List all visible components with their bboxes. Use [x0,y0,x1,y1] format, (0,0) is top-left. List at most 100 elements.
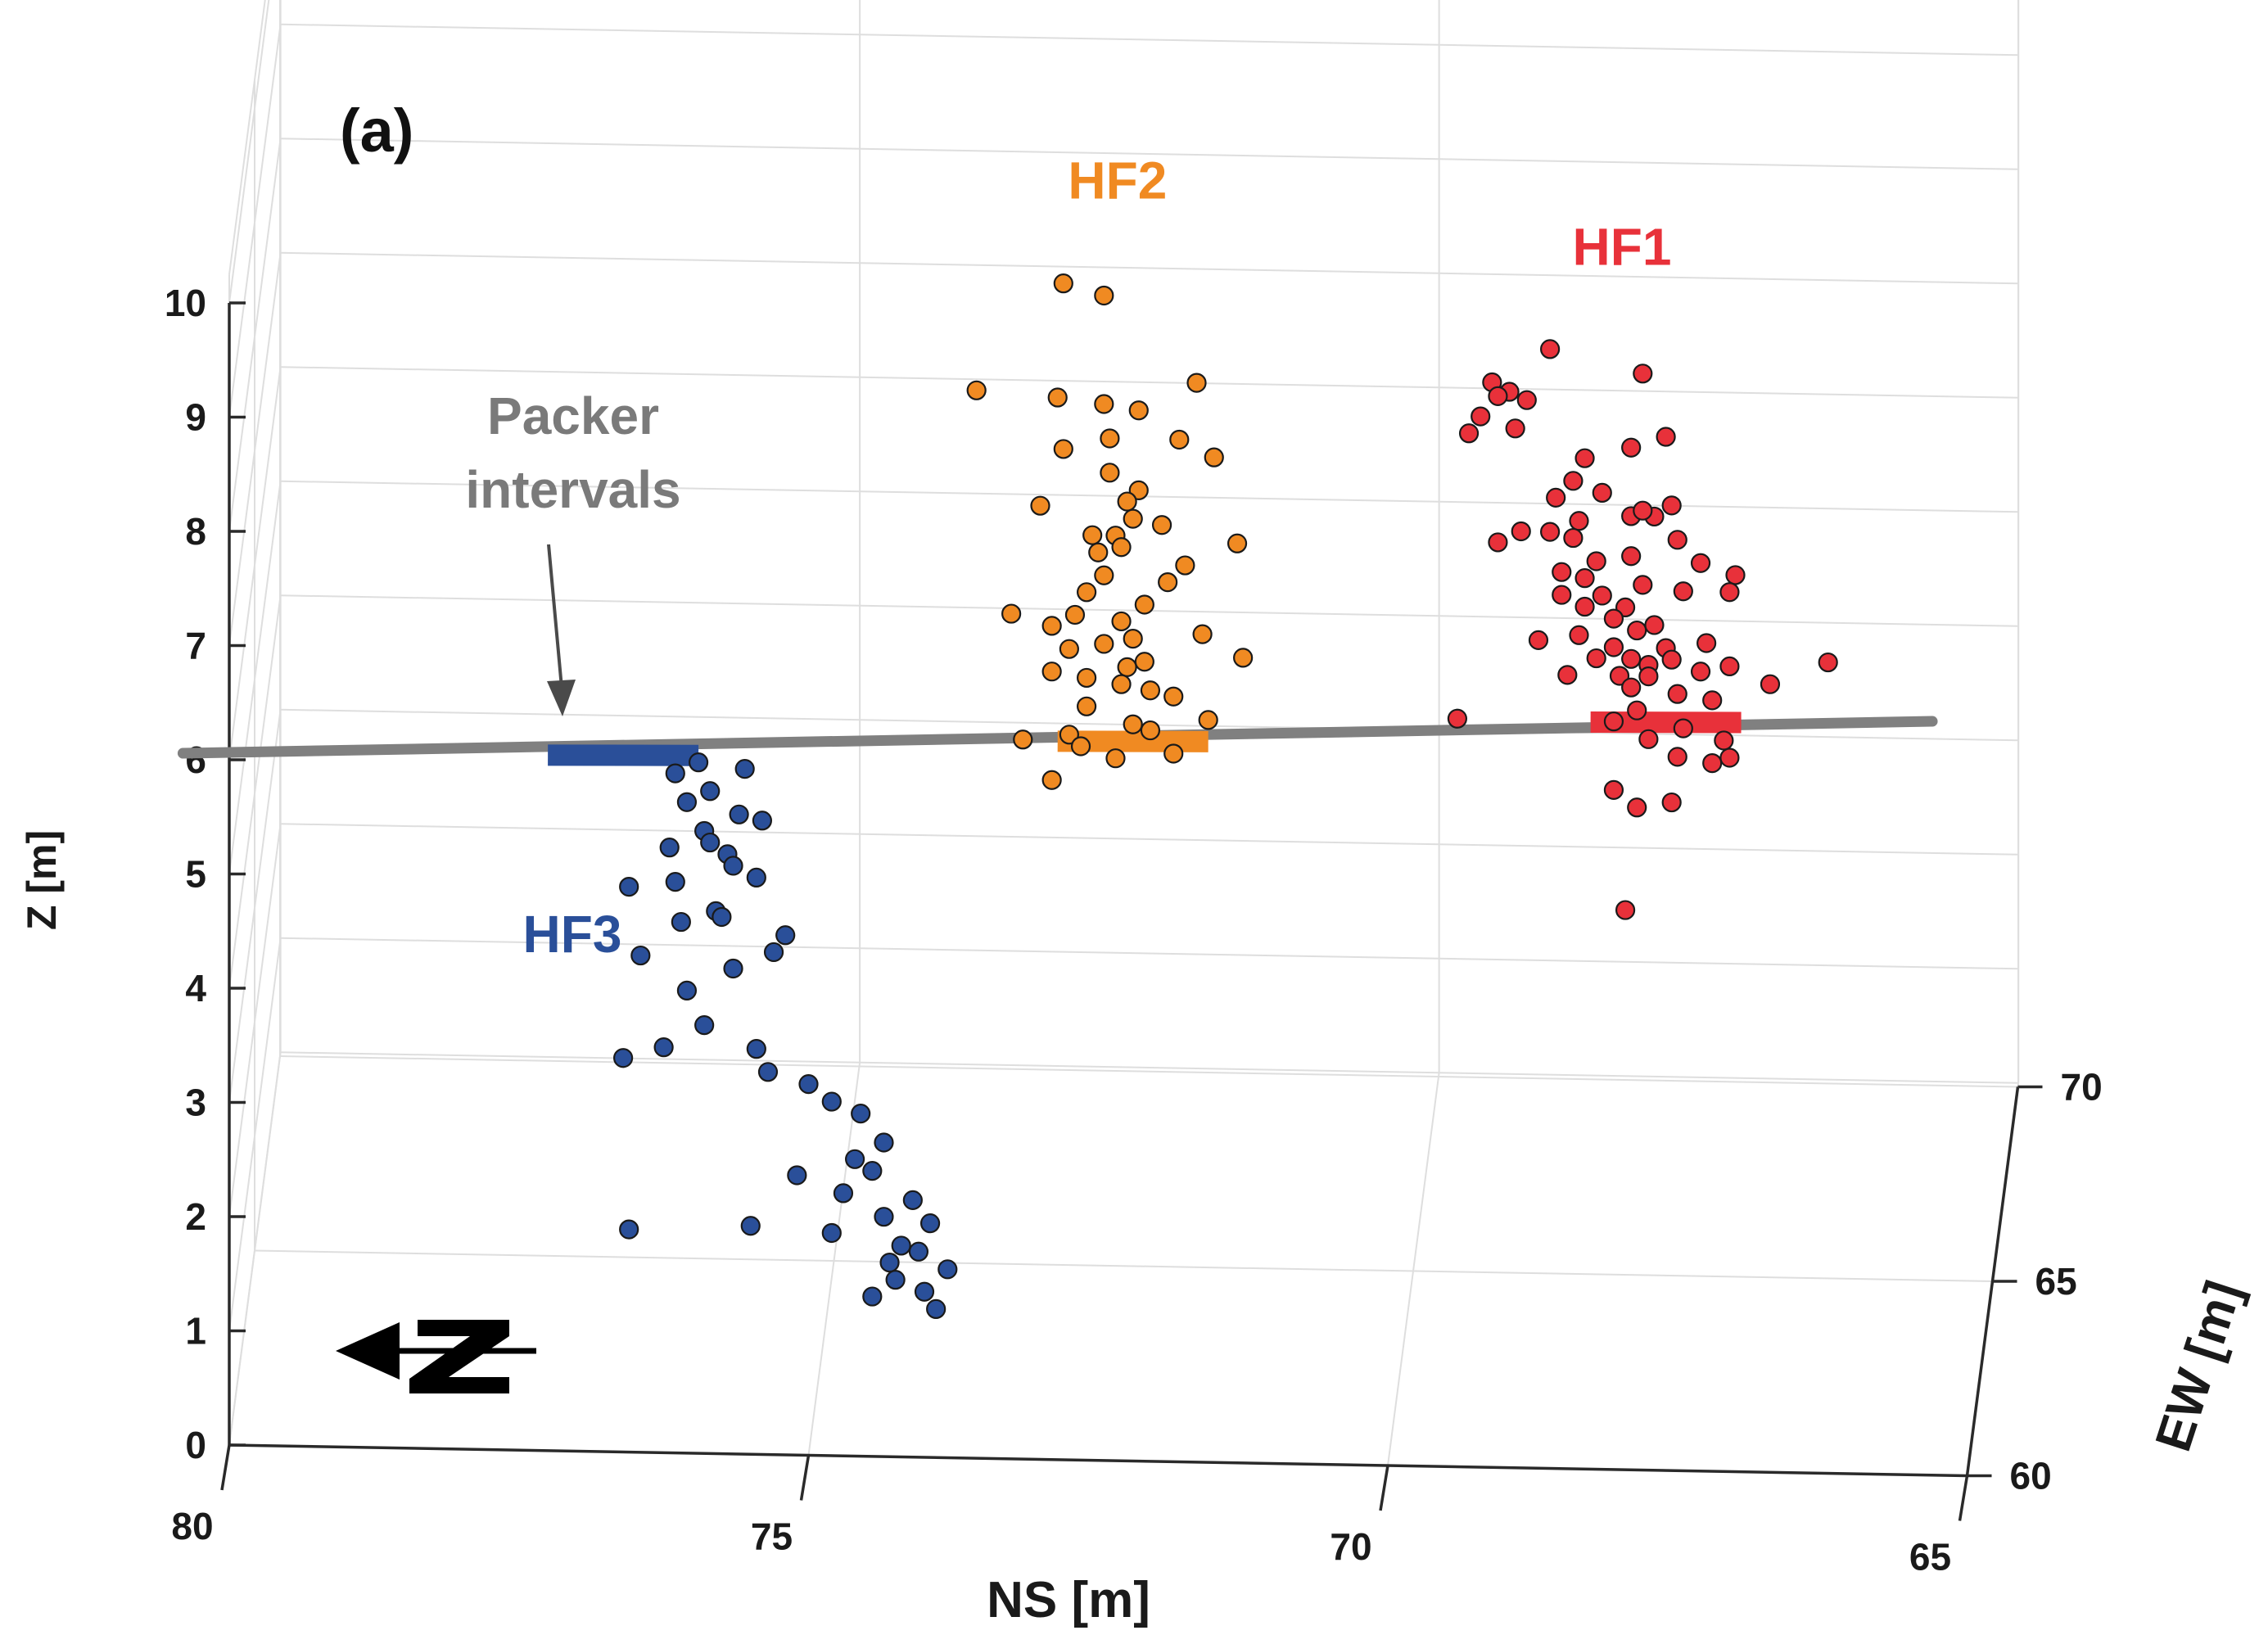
series-labels: HF1 HF2 HF3 [523,151,1672,964]
data-point [1186,373,1207,393]
annotation-line-2: intervals [465,460,680,519]
data-point [671,911,691,933]
data-point [1586,551,1606,571]
data-point [665,763,685,784]
data-point [1041,616,1062,636]
x-tick-label: 70 [1330,1525,1371,1568]
x-tick-mark [1958,1475,1969,1521]
data-point [619,1219,639,1240]
data-point [821,1091,842,1112]
grid-line-floor-x [807,1062,861,1456]
data-point [676,980,698,1001]
data-point [1041,662,1062,682]
data-point [1690,553,1711,573]
data-point [694,1015,715,1036]
data-point [862,1161,883,1181]
data-point [700,832,721,853]
data-point [1627,620,1647,641]
north-arrow-icon [336,1320,536,1393]
data-point [1592,585,1612,606]
series-hf3 [612,752,958,1320]
annotation-arrow [547,544,563,689]
data-point [1059,725,1079,745]
data-point [1163,743,1184,764]
data-point [1458,423,1480,444]
z-tick-label: 4 [185,967,206,1009]
z-tick-label: 5 [185,853,206,896]
data-point [1064,604,1086,626]
data-point [1070,736,1091,757]
data-point [1123,628,1143,649]
data-point [1488,532,1508,553]
data-point [1123,714,1143,734]
data-point [891,1235,911,1256]
data-point [1627,797,1647,818]
data-point [1053,273,1073,294]
data-point [746,867,766,888]
series-label-hf2: HF2 [1068,151,1167,210]
data-point [1471,406,1491,427]
data-point [1621,677,1642,698]
data-point [1094,565,1114,585]
data-point [653,1037,674,1058]
data-point [1088,542,1109,562]
grid-line-floor-x [1387,1073,1440,1466]
data-point [734,759,755,779]
data-point [1818,652,1838,673]
z-tick-label: 10 [165,282,206,324]
data-point [1158,571,1178,593]
data-point [676,792,698,812]
data-point [879,1252,900,1273]
data-point [1539,522,1561,542]
data-point [1134,652,1154,672]
data-points [612,273,1838,1320]
data-point [1633,364,1653,384]
z-tick-label: 6 [185,738,206,781]
data-point [1592,482,1612,504]
data-point [763,942,784,963]
data-point [1696,633,1717,653]
grid-frame-edge [228,0,266,275]
data-point [1151,515,1172,535]
axes [220,301,2043,1521]
annotation-line-1: Packer [487,386,659,445]
data-point [1094,394,1114,414]
data-point [787,1165,807,1186]
x-axis-line [228,1443,1968,1478]
data-point [1053,439,1073,459]
data-point [1574,448,1595,468]
data-point [1661,792,1682,813]
data-point [902,1190,923,1210]
data-point [1233,648,1254,668]
data-point [926,1298,947,1320]
data-point [1609,666,1630,686]
data-point [937,1259,958,1280]
series-hf1 [1447,339,1838,920]
data-point [1621,437,1642,458]
data-point [1603,711,1624,732]
grid-line-floor-y [254,1249,1993,1282]
data-point [1076,667,1097,689]
data-point [1528,630,1549,650]
data-point [1603,779,1624,800]
data-point [1702,690,1723,711]
data-point [659,838,680,858]
data-point [688,752,709,773]
y-tick-label: 65 [2035,1260,2077,1303]
y-axis-label: EW [m] [2145,1274,2253,1457]
data-point [1111,674,1132,694]
data-point [1702,752,1723,774]
data-point [1638,666,1659,687]
x-tick-mark [799,1455,811,1501]
x-tick-label: 65 [1909,1536,1951,1579]
data-point [914,1281,935,1302]
data-point [1574,596,1595,617]
data-point [1204,447,1224,467]
data-point [1134,594,1154,615]
tick-labels: 0 1 2 3 4 5 6 7 8 9 10 80 75 70 65 60 65 70 [165,282,2103,1579]
grid-line-back-z [280,366,2019,399]
data-point [1082,525,1103,545]
data-point [1667,530,1687,550]
data-point [1569,511,1589,531]
